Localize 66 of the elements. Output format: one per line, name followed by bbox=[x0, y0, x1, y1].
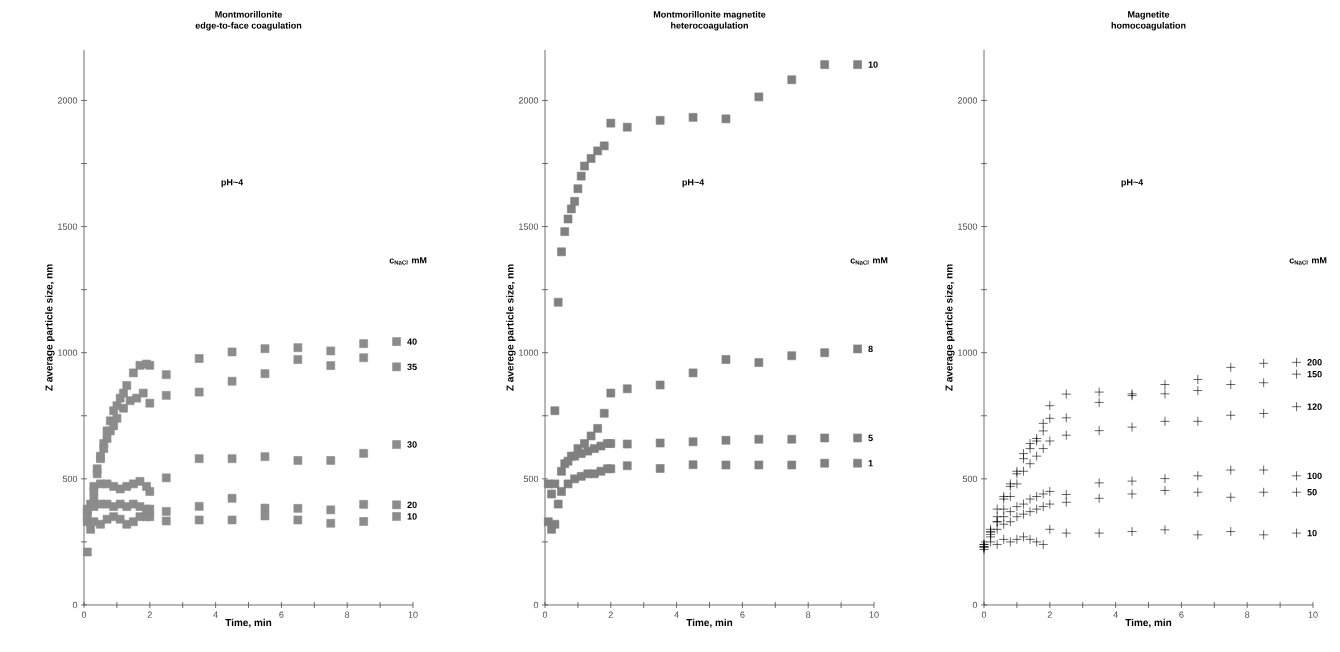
y-tick-label: 1500 bbox=[58, 223, 78, 230]
series-label: 35 bbox=[407, 363, 417, 371]
series-label: 50 bbox=[1307, 489, 1317, 496]
y-tick-label: 1000 bbox=[519, 349, 539, 356]
x-tick-label: 10 bbox=[869, 611, 879, 618]
x-tick-label: 0 bbox=[981, 611, 987, 618]
y-tick-label: 0 bbox=[972, 601, 978, 609]
series-label: 120 bbox=[1307, 403, 1322, 410]
series-label: 10 bbox=[1307, 529, 1317, 537]
x-tick-label: 0 bbox=[81, 611, 87, 618]
chart-title: Magnetite bbox=[1128, 11, 1170, 20]
x-tick-label: 4 bbox=[674, 611, 679, 618]
annotation: c$_{NaCl}$ mM bbox=[1289, 257, 1327, 265]
series-label: 10 bbox=[407, 513, 417, 520]
y-tick-label: 1000 bbox=[58, 349, 78, 356]
x-tick-label: 6 bbox=[1179, 611, 1184, 618]
chart-title: Montmorillonite bbox=[215, 11, 282, 18]
annotation: pH~4 bbox=[682, 179, 705, 188]
y-axis-title: Z average particle size, nm bbox=[45, 264, 55, 391]
chart-subtitle: edge-to-face coagulation bbox=[195, 22, 302, 31]
series-label: 1 bbox=[868, 460, 873, 467]
series-label: 8 bbox=[868, 345, 873, 353]
x-tick-label: 10 bbox=[1308, 611, 1318, 618]
chart-title: Montmorillonite magnetite bbox=[653, 11, 766, 20]
y-tick-label: 0 bbox=[72, 601, 78, 609]
x-tick-label: 2 bbox=[608, 611, 613, 618]
y-axis-title: Z averege particle size, nm bbox=[506, 264, 516, 391]
x-tick-label: 2 bbox=[1047, 611, 1052, 618]
annotation: pH~4 bbox=[1121, 179, 1144, 188]
annotation: pH~4 bbox=[221, 179, 244, 188]
series-label: 40 bbox=[407, 338, 417, 345]
series-label: 200 bbox=[1307, 359, 1322, 366]
x-tick-label: 6 bbox=[279, 611, 284, 618]
x-tick-label: 2 bbox=[147, 611, 152, 618]
x-tick-label: 6 bbox=[740, 611, 745, 618]
chart-subtitle: homocoagulation bbox=[1111, 22, 1186, 31]
series-label: 30 bbox=[407, 441, 417, 448]
x-tick-label: 0 bbox=[542, 611, 548, 618]
x-tick-label: 4 bbox=[213, 611, 218, 618]
series-label: 20 bbox=[407, 501, 417, 509]
y-tick-label: 1500 bbox=[958, 223, 978, 230]
x-axis-title: Time, min bbox=[1125, 618, 1172, 628]
y-tick-label: 1500 bbox=[519, 223, 539, 230]
series-label: 10 bbox=[868, 61, 878, 68]
x-axis-title: Time, min bbox=[686, 618, 733, 628]
series-label: 150 bbox=[1307, 370, 1322, 378]
y-tick-label: 1000 bbox=[958, 349, 978, 356]
y-tick-label: 2000 bbox=[57, 97, 78, 104]
x-tick-label: 10 bbox=[408, 611, 418, 618]
y-tick-label: 2000 bbox=[518, 97, 539, 104]
x-tick-label: 8 bbox=[806, 611, 811, 618]
series-label: 100 bbox=[1307, 472, 1322, 480]
x-axis-title: Time, min bbox=[225, 618, 272, 628]
y-tick-label: 0 bbox=[533, 601, 539, 609]
y-tick-label: 500 bbox=[62, 475, 78, 483]
series-label: 5 bbox=[868, 434, 873, 442]
annotation: c$_{NaCl}$ mM bbox=[389, 257, 427, 265]
annotation: c$_{NaCl}$ mM bbox=[850, 257, 888, 265]
y-tick-label: 500 bbox=[962, 475, 978, 483]
chart-subtitle: heterocoagulation bbox=[671, 22, 748, 31]
y-tick-label: 2000 bbox=[957, 97, 978, 104]
y-axis-title: Z average particle size, nm bbox=[945, 264, 955, 391]
x-tick-label: 8 bbox=[345, 611, 350, 618]
x-tick-label: 4 bbox=[1113, 611, 1118, 618]
x-tick-label: 8 bbox=[1245, 611, 1250, 618]
y-tick-label: 500 bbox=[523, 475, 539, 483]
